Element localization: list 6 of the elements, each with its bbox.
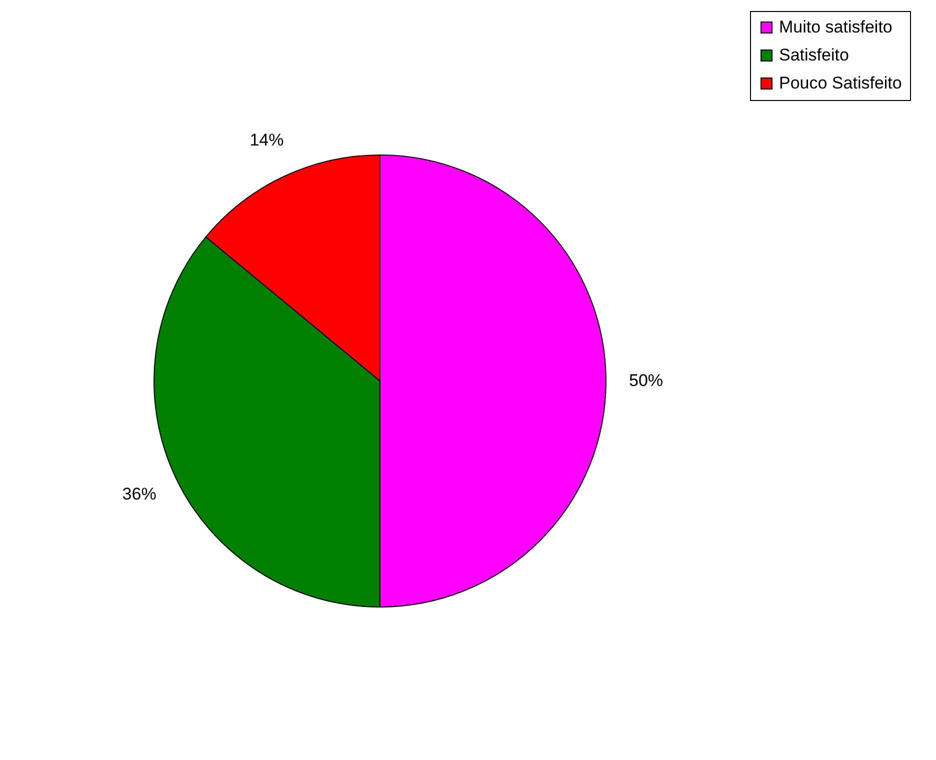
legend-label: Pouco Satisfeito (779, 74, 902, 92)
data-label: 14% (250, 130, 284, 150)
data-label: 50% (628, 371, 664, 390)
data-label: 36% (122, 484, 156, 504)
legend-label: Muito satisfeito (779, 18, 892, 36)
legend-label: Satisfeito (779, 46, 849, 64)
